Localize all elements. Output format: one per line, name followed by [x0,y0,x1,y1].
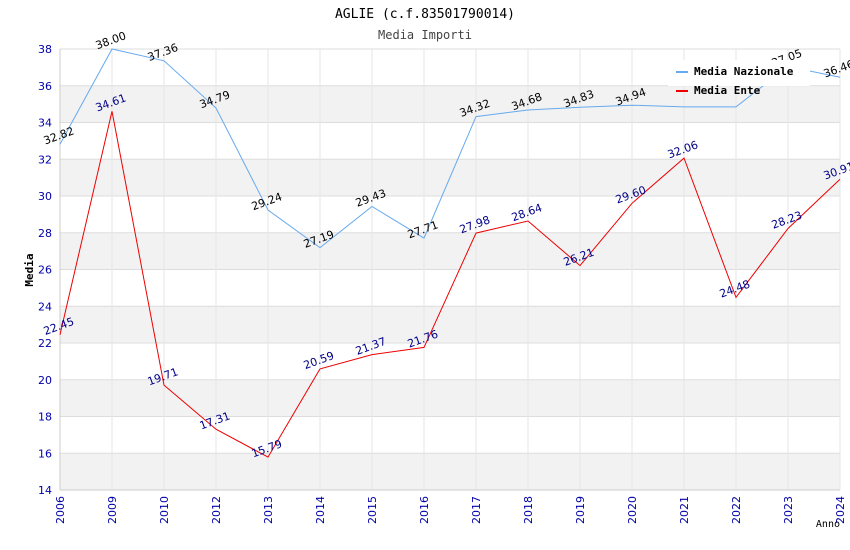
y-tick-label: 28 [38,227,52,240]
x-tick-label: 2012 [210,496,223,524]
y-axis-label: Media [23,253,36,286]
y-tick-label: 36 [38,80,52,93]
x-tick-label: 2018 [522,496,535,524]
plot-band [60,306,840,343]
y-tick-label: 16 [38,447,52,460]
y-tick-label: 22 [38,337,52,350]
y-tick-label: 18 [38,411,52,424]
series-line-nazionale [59,48,841,249]
y-tick-label: 24 [38,300,52,313]
x-tick-label: 2014 [314,496,327,524]
x-tick-label: 2019 [574,496,587,524]
plot-band [60,122,840,160]
series-group [59,48,841,458]
x-tick-label: 2017 [470,496,483,524]
y-tick-label: 14 [38,484,52,497]
x-tick-label: 2022 [730,496,743,524]
x-tick-label: 2015 [366,496,379,524]
y-tick-label: 26 [38,264,52,277]
x-axis-label: Anno [816,519,840,530]
plot-band [60,232,840,270]
y-tick-label: 20 [38,374,52,387]
legend-label-nazionale: Media Nazionale [694,65,794,78]
x-tick-label: 2006 [54,496,67,524]
x-tick-label: 2016 [418,496,431,524]
plot-band [60,453,840,490]
plot-band [60,196,840,233]
y-tick-label: 34 [38,117,52,130]
x-tick-label: 2009 [106,496,119,524]
y-tick-label: 32 [38,153,52,166]
plot-bands [60,49,840,490]
legend-label-ente: Media Ente [694,84,761,97]
y-tick-label: 30 [38,190,52,203]
series-line-ente [59,111,841,458]
x-tick-label: 2010 [158,496,171,524]
plot-band [60,269,840,307]
plot-band [60,416,840,454]
plot-band [60,343,840,380]
x-tick-label: 2020 [626,496,639,524]
chart-title: AGLIE (c.f.83501790014) [335,7,515,22]
legend: Media Nazionale Media Ente [668,60,810,97]
x-tick-label: 2024 [834,496,847,524]
y-tick-label: 38 [38,43,52,56]
chart-subtitle: Media Importi [378,28,472,42]
legend-box [668,60,810,86]
grid-lines [59,48,841,491]
plot-band [60,379,840,417]
x-tick-label: 2013 [262,496,275,524]
x-tick-label: 2023 [782,496,795,524]
x-tick-label: 2021 [678,496,691,524]
plot-band [60,85,840,123]
